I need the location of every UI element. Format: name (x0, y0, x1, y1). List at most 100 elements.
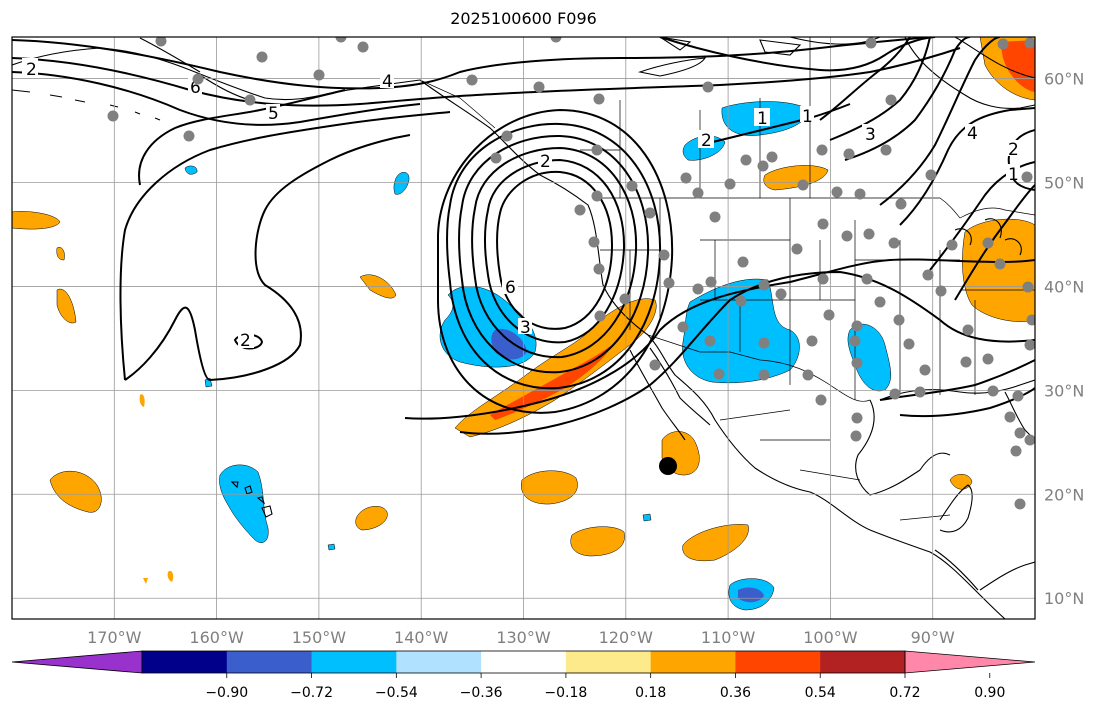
station-marker (962, 324, 974, 336)
station-marker (574, 204, 586, 216)
station-marker (982, 353, 994, 365)
hudson-bay (904, 37, 1035, 109)
colorbar-segment (481, 651, 567, 673)
latitude-tick-label: 10°N (1044, 589, 1084, 608)
contour-labels: 2 6 1 5 4 1 2 3 4 1 2 2 6 3 (22, 58, 1020, 351)
contour-line (138, 89, 346, 186)
colorbar-tick-label: −0.18 (544, 685, 587, 701)
station-marker (817, 218, 829, 230)
station-marker (982, 237, 994, 249)
positive-anomaly-region (962, 218, 1035, 322)
colorbar-tick-label: 0.90 (974, 685, 1005, 701)
station-marker (863, 228, 875, 240)
longitude-tick-label: 150°W (292, 628, 347, 647)
station-marker (880, 144, 892, 156)
station-marker (960, 356, 972, 368)
positive-anomaly-region (520, 470, 578, 505)
us-canada-border (598, 197, 1035, 219)
positive-anomaly-region (355, 506, 388, 531)
station-marker (591, 190, 603, 202)
station-marker (766, 151, 778, 163)
negative-anomaly-core (491, 328, 527, 360)
latitude-tick-label: 20°N (1044, 485, 1084, 504)
station-marker (704, 335, 716, 347)
station-marker (758, 337, 770, 349)
colorbar (11, 650, 1036, 674)
contour-label: 5 (268, 104, 279, 124)
station-marker (713, 368, 725, 380)
positive-anomaly-region (12, 211, 61, 230)
station-marker (1012, 390, 1024, 402)
station-marker (594, 310, 606, 322)
station-marker (1022, 281, 1034, 293)
station-marker (692, 283, 704, 295)
positive-anomaly-core (1000, 40, 1035, 92)
station-marker (619, 293, 631, 305)
station-marker (806, 335, 818, 347)
station-marker (865, 37, 877, 49)
station-marker (849, 335, 861, 347)
longitude-tick-label: 90°W (911, 628, 955, 647)
longitude-tick-label: 130°W (496, 628, 551, 647)
station-marker (588, 236, 600, 248)
station-marker (861, 273, 873, 285)
contour-label: 1 (1008, 165, 1019, 185)
alaska-border (419, 79, 496, 129)
negative-anomaly-region (393, 172, 410, 195)
station-marker (663, 277, 675, 289)
longitude-tick-label: 160°W (189, 628, 244, 647)
latitude-tick-label: 30°N (1044, 381, 1084, 400)
colorbar-segment (142, 651, 228, 673)
colorbar-tick-label: −0.36 (460, 685, 503, 701)
station-marker (994, 258, 1006, 270)
station-marker (466, 74, 478, 86)
longitude-tick-label: 140°W (394, 628, 449, 647)
contour-line (819, 37, 911, 121)
station-markers (107, 37, 1035, 510)
positive-anomaly-region (56, 247, 65, 261)
colorbar-extend-high (904, 650, 1036, 674)
contour-label: 3 (520, 318, 531, 338)
contour-ring (446, 122, 662, 390)
contour-line (829, 37, 931, 141)
station-marker (702, 81, 714, 93)
contour-label: 4 (967, 124, 978, 144)
station-marker (758, 369, 770, 381)
contour-label: 1 (802, 107, 813, 127)
longitude-labels: 170°W 160°W 150°W 140°W 130°W 120°W 110°W 100°W… (87, 628, 955, 647)
station-marker (593, 93, 605, 105)
contour-label: 4 (382, 72, 393, 92)
yucatan-peninsula (939, 484, 973, 533)
station-marker (919, 364, 931, 376)
contour-label: 3 (865, 125, 876, 145)
longitude-tick-label: 170°W (87, 628, 142, 647)
station-marker (851, 320, 863, 332)
mexican-states (719, 409, 951, 521)
station-marker (1026, 314, 1035, 326)
contour-label: 2 (701, 131, 712, 151)
station-marker (922, 269, 934, 281)
station-marker (192, 73, 204, 85)
contour-line (12, 37, 931, 90)
positive-anomaly-region (763, 165, 829, 191)
negative-anomaly-region (327, 543, 336, 551)
highlighted-station-marker[interactable] (659, 457, 677, 475)
colorbar-tick-label: 0.18 (635, 685, 666, 701)
positive-anomaly-region (143, 578, 148, 584)
negative-anomaly-region (642, 513, 652, 522)
station-marker (1014, 498, 1026, 510)
central-america (934, 549, 1035, 591)
map-frame (11, 36, 1036, 620)
station-marker (155, 37, 167, 47)
station-marker (107, 110, 119, 122)
station-marker (626, 180, 638, 192)
station-marker (1024, 434, 1035, 446)
contour-line (879, 37, 1001, 206)
colorbar-tick-label: −0.72 (290, 685, 333, 701)
station-marker (256, 51, 268, 63)
latitude-tick-label: 50°N (1044, 174, 1084, 193)
contour-label: 2 (240, 331, 251, 351)
station-marker (692, 187, 704, 199)
contour-line (12, 71, 421, 126)
station-marker (1010, 445, 1022, 457)
